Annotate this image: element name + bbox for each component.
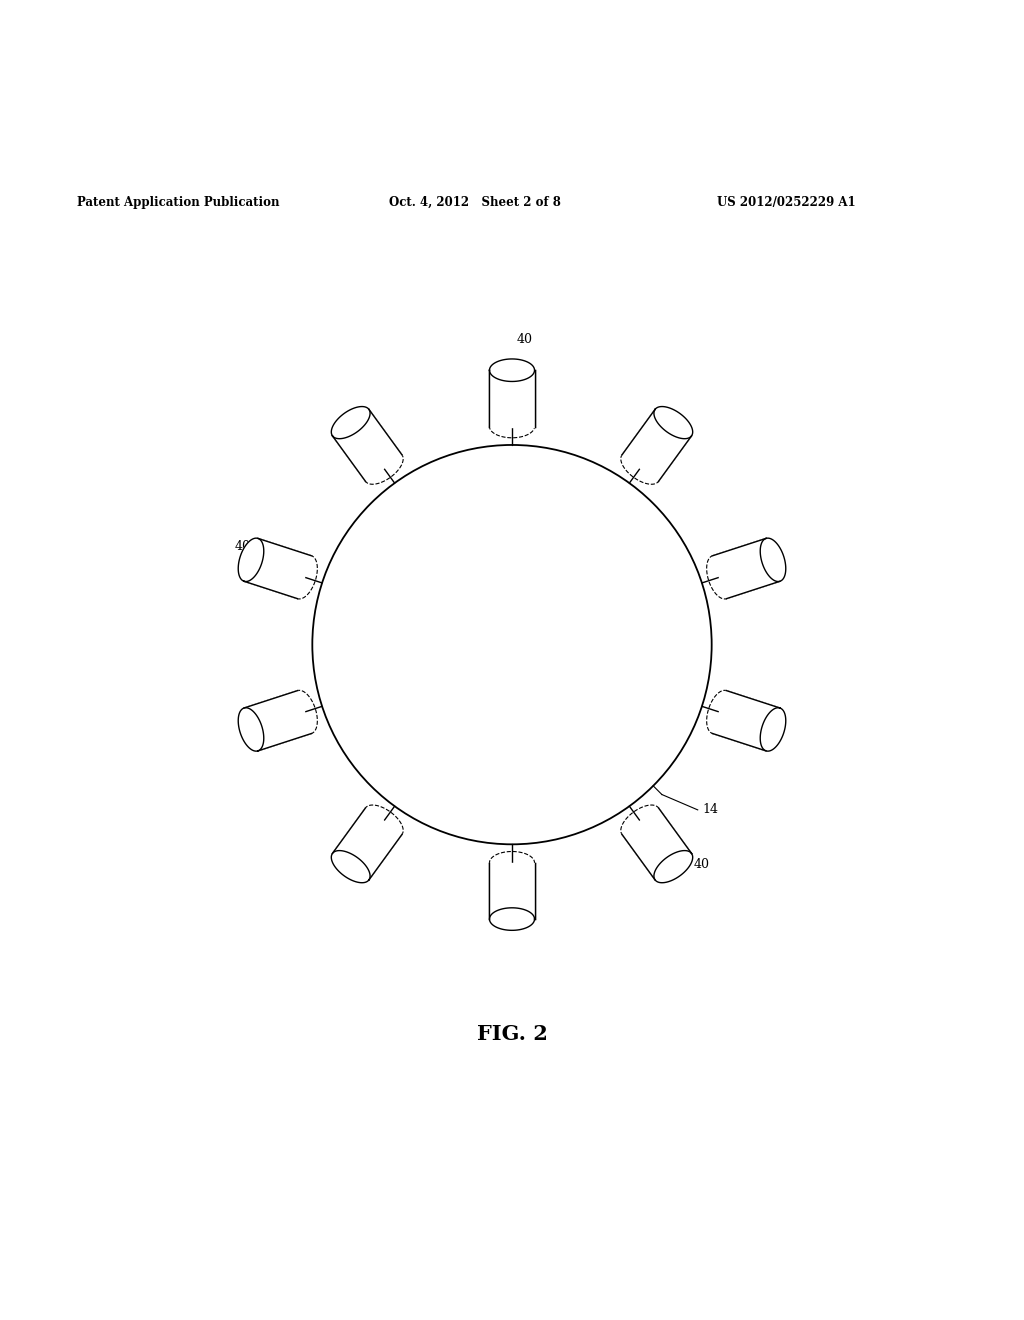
Polygon shape xyxy=(244,539,311,599)
Polygon shape xyxy=(622,409,691,482)
Polygon shape xyxy=(332,850,370,883)
Text: FIG. 2: FIG. 2 xyxy=(476,1024,548,1044)
Text: 14: 14 xyxy=(702,804,719,816)
Text: US 2012/0252229 A1: US 2012/0252229 A1 xyxy=(717,197,855,209)
Polygon shape xyxy=(244,690,311,751)
Text: 40: 40 xyxy=(693,858,710,871)
Polygon shape xyxy=(489,370,535,426)
Polygon shape xyxy=(760,539,785,582)
Polygon shape xyxy=(622,808,691,880)
Polygon shape xyxy=(713,539,780,599)
Text: Oct. 4, 2012   Sheet 2 of 8: Oct. 4, 2012 Sheet 2 of 8 xyxy=(389,197,561,209)
Polygon shape xyxy=(333,409,402,482)
Polygon shape xyxy=(333,808,402,880)
Text: 40: 40 xyxy=(234,540,251,553)
Polygon shape xyxy=(489,908,535,931)
Polygon shape xyxy=(489,359,535,381)
Polygon shape xyxy=(654,850,692,883)
Text: Patent Application Publication: Patent Application Publication xyxy=(77,197,280,209)
Polygon shape xyxy=(760,708,785,751)
Polygon shape xyxy=(713,690,780,751)
Polygon shape xyxy=(332,407,370,438)
Polygon shape xyxy=(489,863,535,919)
Text: 40: 40 xyxy=(517,333,534,346)
Polygon shape xyxy=(654,407,692,438)
Polygon shape xyxy=(239,539,264,582)
Polygon shape xyxy=(239,708,264,751)
